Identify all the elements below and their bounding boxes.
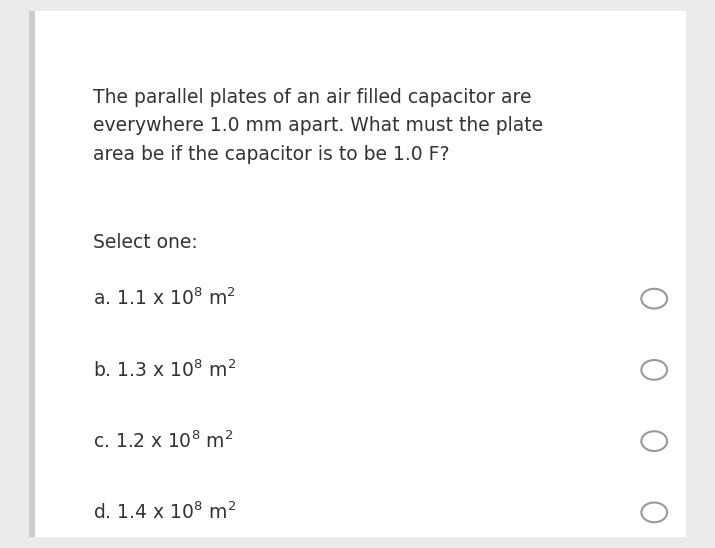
Bar bbox=[29, 11, 35, 537]
Text: Select one:: Select one: bbox=[93, 233, 198, 252]
Text: c. 1.2 x 10$^{\mathregular{8}}$ m$^{\mathregular{2}}$: c. 1.2 x 10$^{\mathregular{8}}$ m$^{\mat… bbox=[93, 430, 234, 452]
FancyBboxPatch shape bbox=[29, 11, 686, 537]
Text: b. 1.3 x 10$^{\mathregular{8}}$ m$^{\mathregular{2}}$: b. 1.3 x 10$^{\mathregular{8}}$ m$^{\mat… bbox=[93, 359, 236, 381]
Text: a. 1.1 x 10$^{\mathregular{8}}$ m$^{\mathregular{2}}$: a. 1.1 x 10$^{\mathregular{8}}$ m$^{\mat… bbox=[93, 288, 236, 310]
Text: d. 1.4 x 10$^{\mathregular{8}}$ m$^{\mathregular{2}}$: d. 1.4 x 10$^{\mathregular{8}}$ m$^{\mat… bbox=[93, 501, 236, 523]
Text: The parallel plates of an air filled capacitor are
everywhere 1.0 mm apart. What: The parallel plates of an air filled cap… bbox=[93, 88, 543, 164]
